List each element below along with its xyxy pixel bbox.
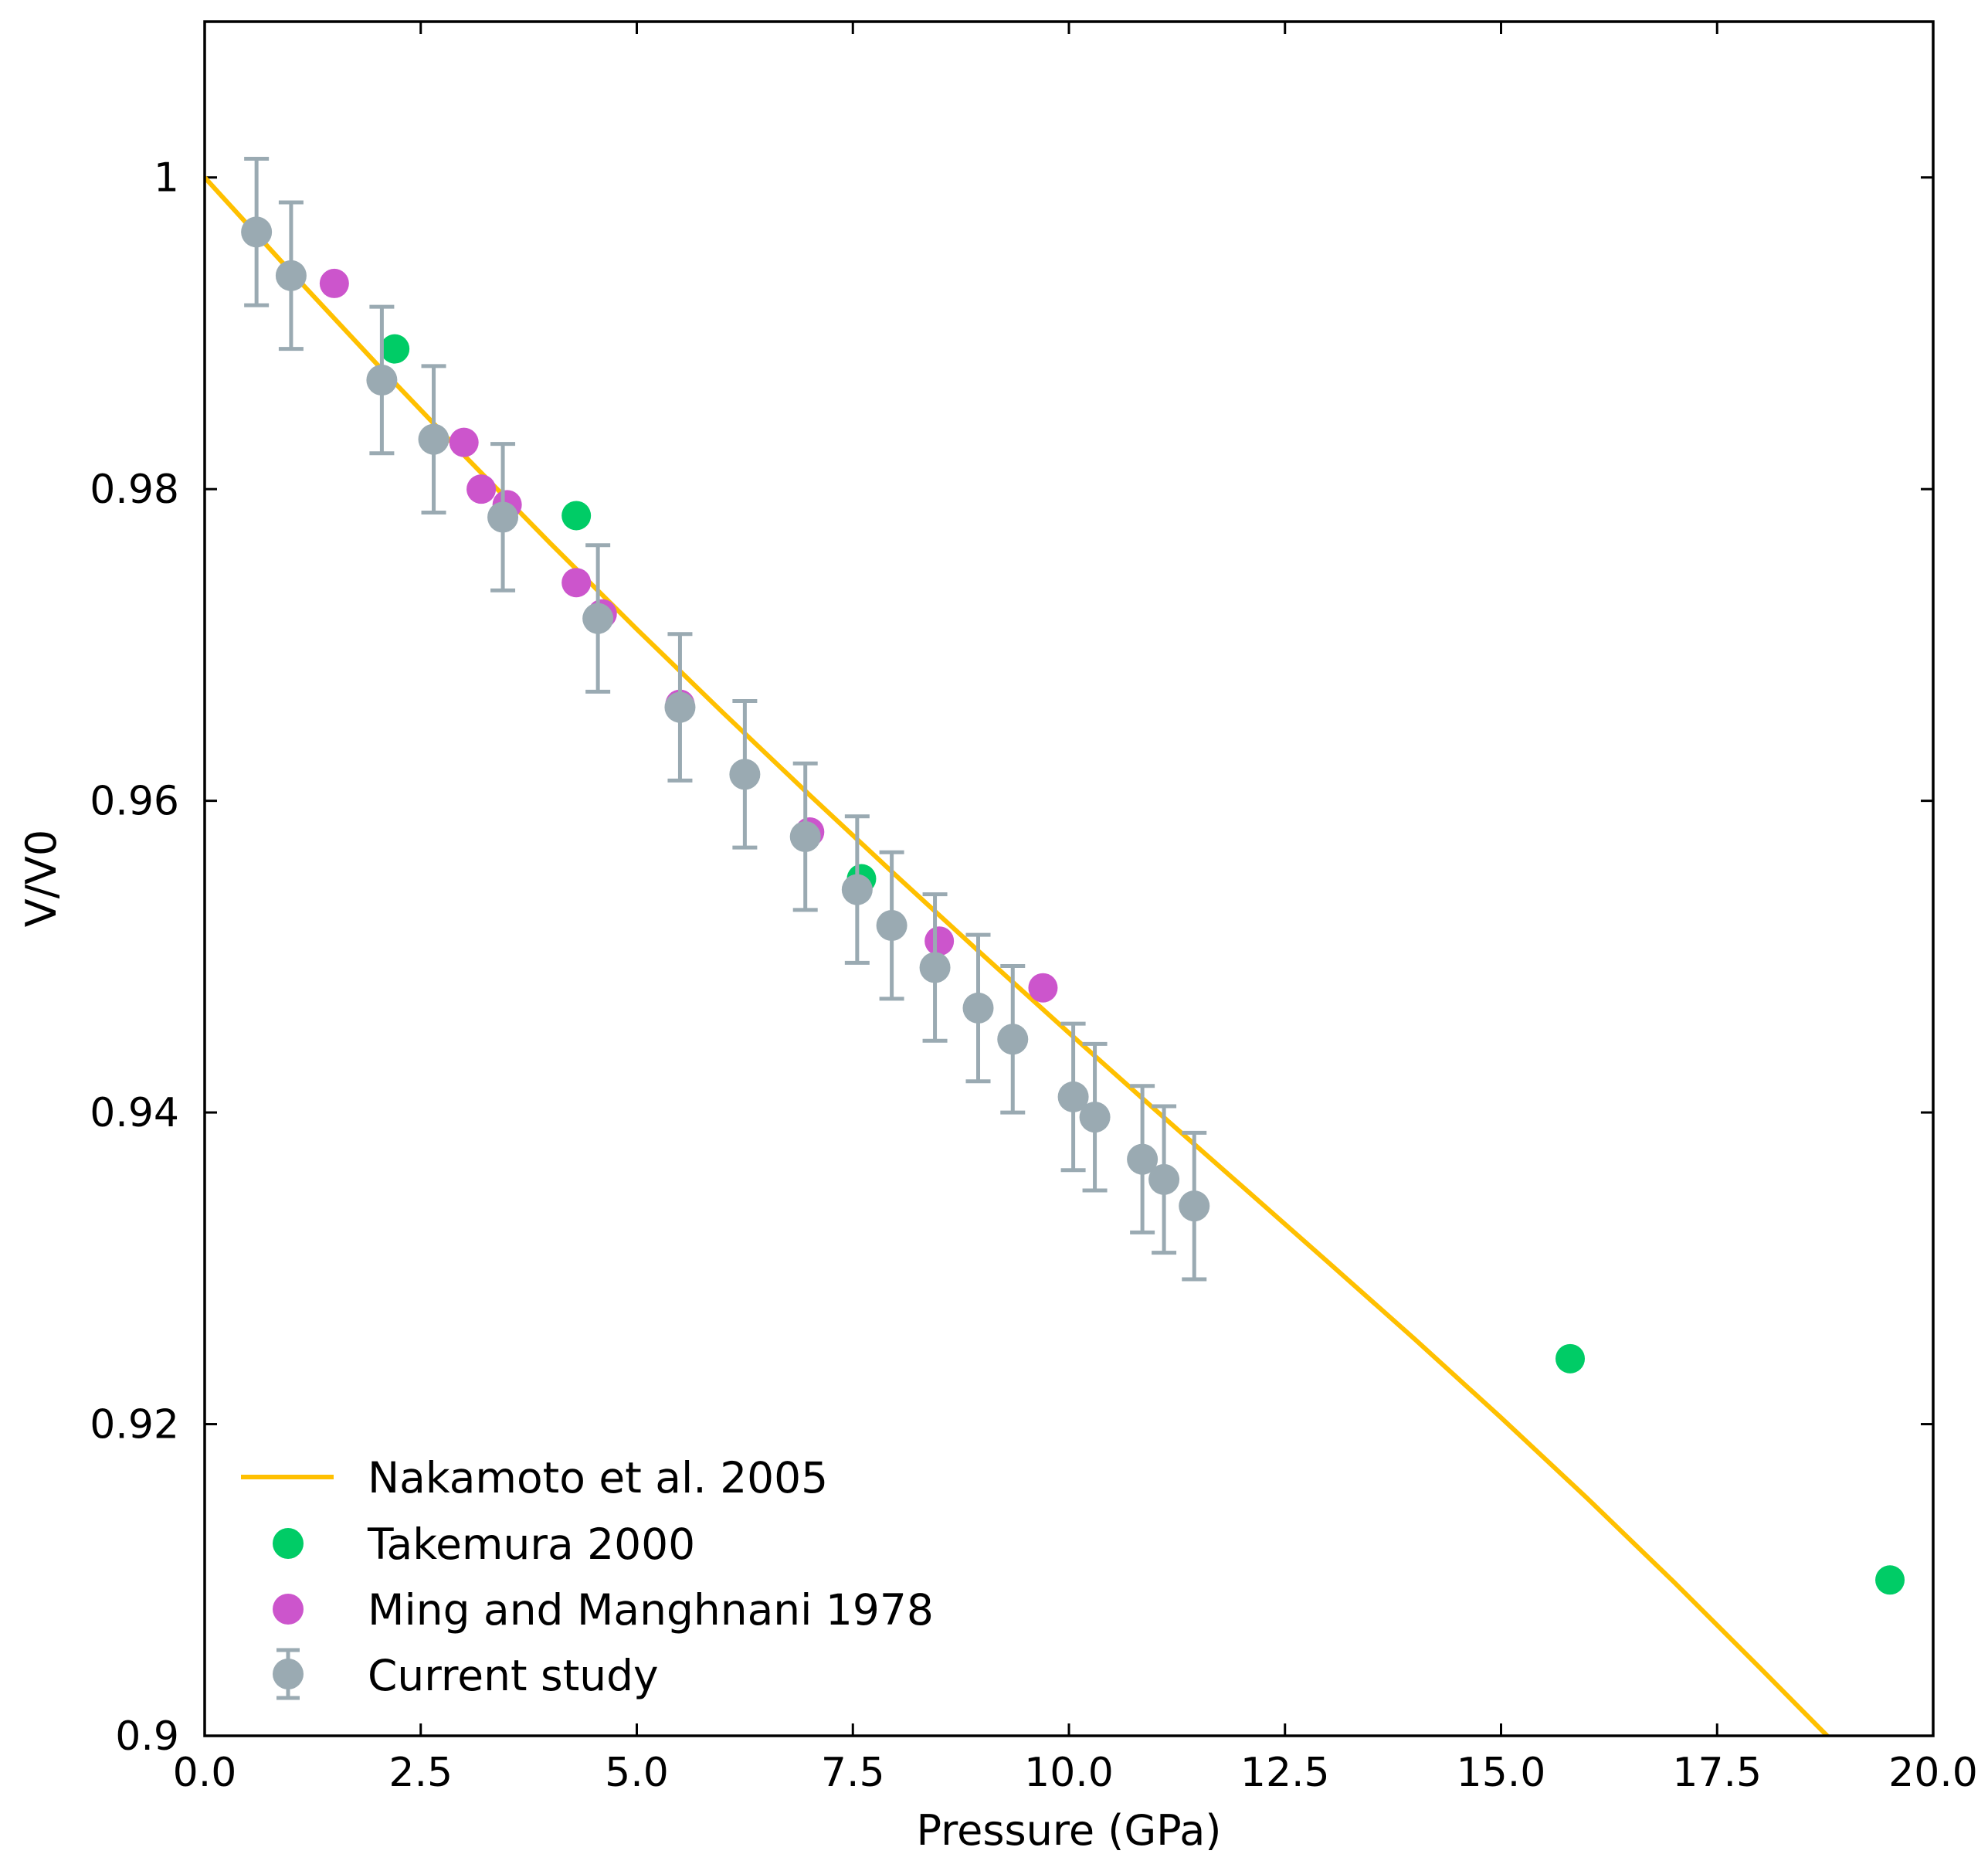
point-current-study [582, 603, 614, 634]
point-current-study [366, 364, 398, 396]
point-takemura [561, 501, 592, 531]
point-current-study [997, 1024, 1029, 1055]
y-tick-labels: 0.9 0.92 0.94 0.96 0.98 1 [90, 155, 179, 1760]
point-current-study [241, 216, 273, 248]
point-current-study [1127, 1143, 1159, 1175]
point-ming [924, 926, 955, 956]
point-current-study [275, 260, 307, 291]
point-ming [466, 474, 497, 504]
point-takemura [380, 334, 410, 364]
point-current-study [1179, 1190, 1210, 1222]
point-current-study [789, 821, 821, 853]
point-current-study [841, 874, 873, 905]
point-takemura [1875, 1565, 1905, 1595]
point-current-study [418, 423, 450, 455]
point-current-study [1148, 1163, 1180, 1195]
y-tick-label: 0.96 [90, 779, 179, 825]
point-current-study [919, 952, 951, 983]
x-tick-labels: 0.0 2.5 5.0 7.5 10.0 12.5 15.0 17.5 20.0 [173, 1750, 1978, 1796]
x-tick-label: 10.0 [1024, 1750, 1114, 1796]
point-current-study [664, 691, 696, 723]
legend-label-nakamoto: Nakamoto et al. 2005 [368, 1453, 828, 1503]
legend-label-takemura: Takemura 2000 [367, 1520, 695, 1569]
x-tick-label: 5.0 [605, 1750, 669, 1796]
point-ming [319, 268, 349, 298]
y-axis-title: V/V0 [17, 830, 66, 927]
point-current-study [1057, 1081, 1089, 1112]
plot-frame [203, 20, 1935, 1737]
point-current-study [1079, 1102, 1111, 1133]
point-current-study [876, 910, 907, 942]
plot-area [205, 157, 1905, 1736]
legend-marker-ming [273, 1594, 304, 1625]
x-tick-label: 7.5 [821, 1750, 885, 1796]
legend-marker-takemura [273, 1528, 304, 1559]
point-ming [1028, 973, 1058, 1003]
x-tick-label: 20.0 [1888, 1750, 1978, 1796]
point-ming [449, 427, 479, 457]
x-tick-label: 0.0 [173, 1750, 237, 1796]
point-current-study [962, 992, 994, 1024]
point-current-study [487, 501, 519, 533]
point-takemura [1555, 1343, 1586, 1374]
y-tick-label: 0.92 [90, 1402, 179, 1448]
y-tick-label: 0.98 [90, 467, 179, 513]
x-tick-label: 15.0 [1457, 1750, 1546, 1796]
legend-label-current-study: Current study [368, 1651, 659, 1700]
legend: Nakamoto et al. 2005 Takemura 2000 Ming … [241, 1453, 934, 1700]
y-tick-label: 1 [154, 155, 179, 202]
point-current-study [729, 759, 761, 790]
point-ming [561, 568, 592, 598]
x-tick-label: 2.5 [388, 1750, 453, 1796]
x-tick-label: 17.5 [1672, 1750, 1762, 1796]
legend-label-ming: Ming and Manghnani 1978 [368, 1585, 934, 1635]
y-tick-label: 0.94 [90, 1090, 179, 1136]
legend-marker-current-study [273, 1648, 304, 1700]
x-tick-label: 12.5 [1240, 1750, 1330, 1796]
x-axis-title: Pressure (GPa) [917, 1806, 1222, 1855]
y-tick-label: 0.9 [115, 1713, 179, 1760]
